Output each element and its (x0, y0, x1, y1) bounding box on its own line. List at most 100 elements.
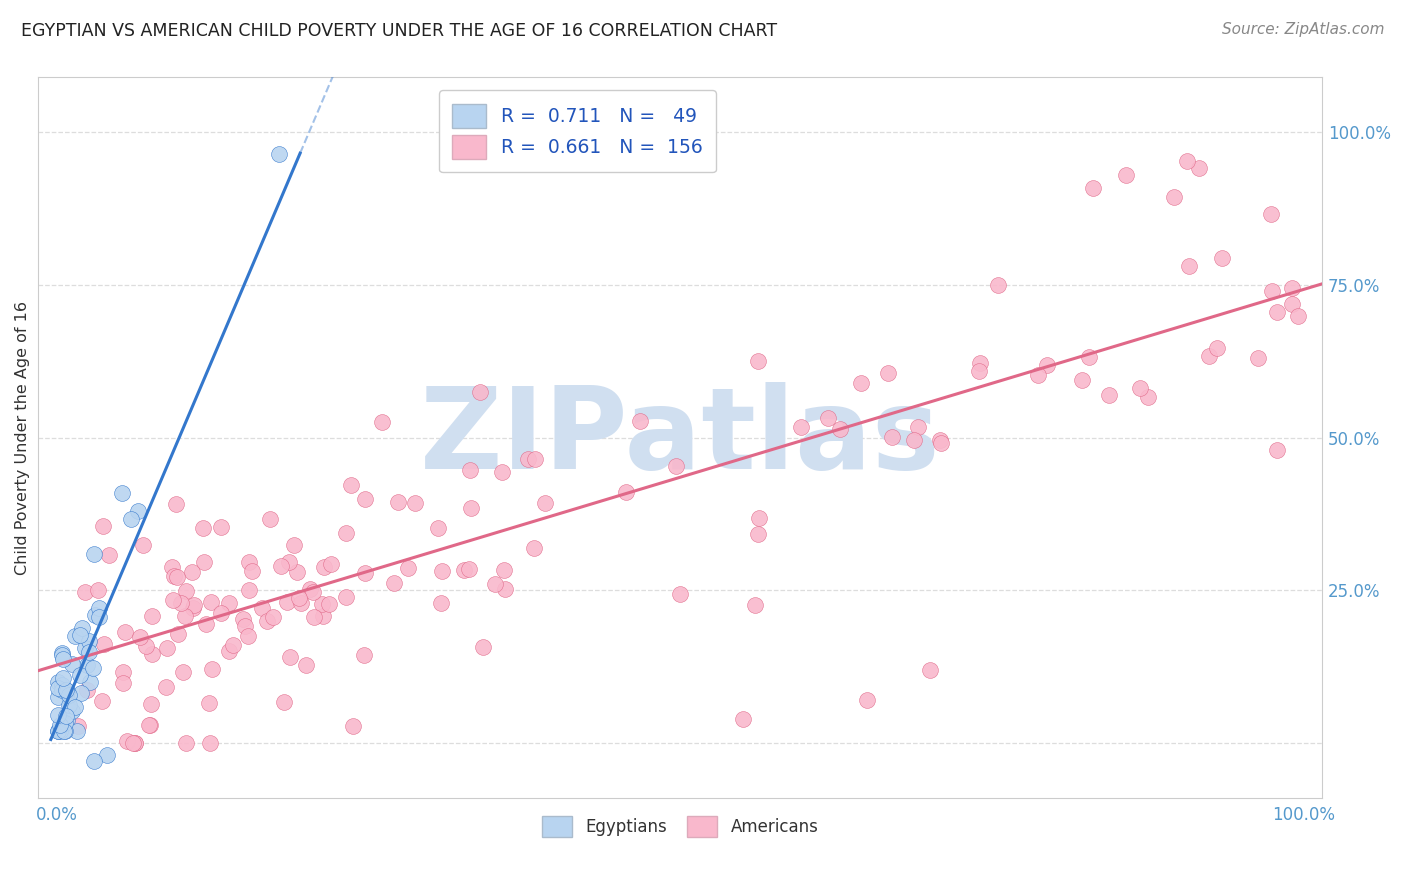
Point (1281, 281, 1303, 295)
Point (60, 704, 83, 718)
Point (55, 682, 77, 697)
Point (198, 736, 221, 750)
Point (1098, 388, 1121, 402)
Point (127, 504, 149, 518)
Point (172, 665, 194, 679)
Point (335, 590, 357, 604)
Point (250, 600, 273, 615)
Point (89, 601, 111, 615)
Point (181, 601, 204, 615)
Point (430, 564, 453, 578)
Point (458, 463, 481, 477)
Text: EGYPTIAN VS AMERICAN CHILD POVERTY UNDER THE AGE OF 16 CORRELATION CHART: EGYPTIAN VS AMERICAN CHILD POVERTY UNDER… (21, 22, 778, 40)
Point (614, 484, 637, 499)
Point (1036, 358, 1059, 372)
Point (340, 478, 363, 492)
Point (1178, 260, 1201, 274)
Point (1286, 310, 1309, 324)
Point (849, 376, 872, 390)
Point (76, 683, 98, 698)
Point (77, 645, 100, 659)
Point (66, 723, 89, 738)
Legend: Egyptians, Americans: Egyptians, Americans (536, 809, 825, 844)
Point (294, 658, 316, 673)
Point (967, 363, 990, 377)
Point (166, 570, 188, 584)
Point (211, 520, 233, 534)
Point (335, 525, 357, 540)
Point (523, 541, 546, 556)
Point (174, 584, 197, 599)
Point (747, 354, 769, 368)
Point (354, 566, 377, 580)
Point (457, 562, 479, 576)
Point (404, 496, 426, 510)
Point (270, 559, 292, 574)
Point (396, 560, 419, 574)
Point (56, 713, 79, 727)
Point (73, 584, 96, 599)
Point (748, 511, 770, 525)
Point (46, 681, 69, 695)
Point (387, 495, 409, 509)
Point (278, 650, 301, 665)
Point (160, 560, 183, 574)
Point (76, 658, 98, 673)
Point (48, 690, 70, 704)
Point (86, 582, 108, 597)
Point (46, 723, 69, 738)
Point (318, 597, 340, 611)
Point (918, 663, 941, 677)
Point (669, 587, 692, 601)
Point (1137, 390, 1160, 404)
Point (193, 555, 215, 569)
Point (484, 576, 506, 591)
Point (290, 596, 312, 610)
Point (141, 609, 163, 624)
Point (665, 458, 688, 473)
Point (471, 640, 494, 655)
Point (460, 501, 482, 516)
Point (162, 593, 184, 607)
Point (491, 465, 513, 479)
Point (46, 674, 69, 689)
Y-axis label: Child Poverty Under the Age of 16: Child Poverty Under the Age of 16 (15, 301, 30, 574)
Point (129, 630, 152, 644)
Point (430, 596, 453, 610)
Point (470, 385, 492, 400)
Point (1281, 297, 1303, 311)
Point (174, 609, 197, 624)
Point (60, 657, 83, 672)
Point (97, 548, 120, 562)
Point (630, 414, 652, 428)
Point (218, 644, 240, 658)
Point (453, 563, 475, 577)
Point (165, 497, 187, 511)
Point (1265, 443, 1288, 458)
Point (194, 616, 217, 631)
Point (907, 420, 929, 434)
Point (790, 420, 813, 434)
Point (52, 723, 75, 738)
Point (929, 436, 952, 450)
Point (238, 583, 260, 598)
Point (1163, 190, 1185, 204)
Point (876, 366, 898, 380)
Point (267, 146, 290, 161)
Point (494, 582, 516, 597)
Point (342, 718, 364, 732)
Point (83, 755, 105, 769)
Point (91, 518, 114, 533)
Point (1260, 207, 1282, 221)
Point (731, 712, 754, 726)
Point (1211, 252, 1233, 266)
Point (298, 582, 321, 597)
Point (903, 433, 925, 447)
Point (170, 596, 193, 610)
Point (83, 547, 105, 561)
Point (112, 676, 135, 690)
Point (1077, 350, 1099, 364)
Point (167, 626, 190, 640)
Point (138, 718, 160, 732)
Point (534, 496, 557, 510)
